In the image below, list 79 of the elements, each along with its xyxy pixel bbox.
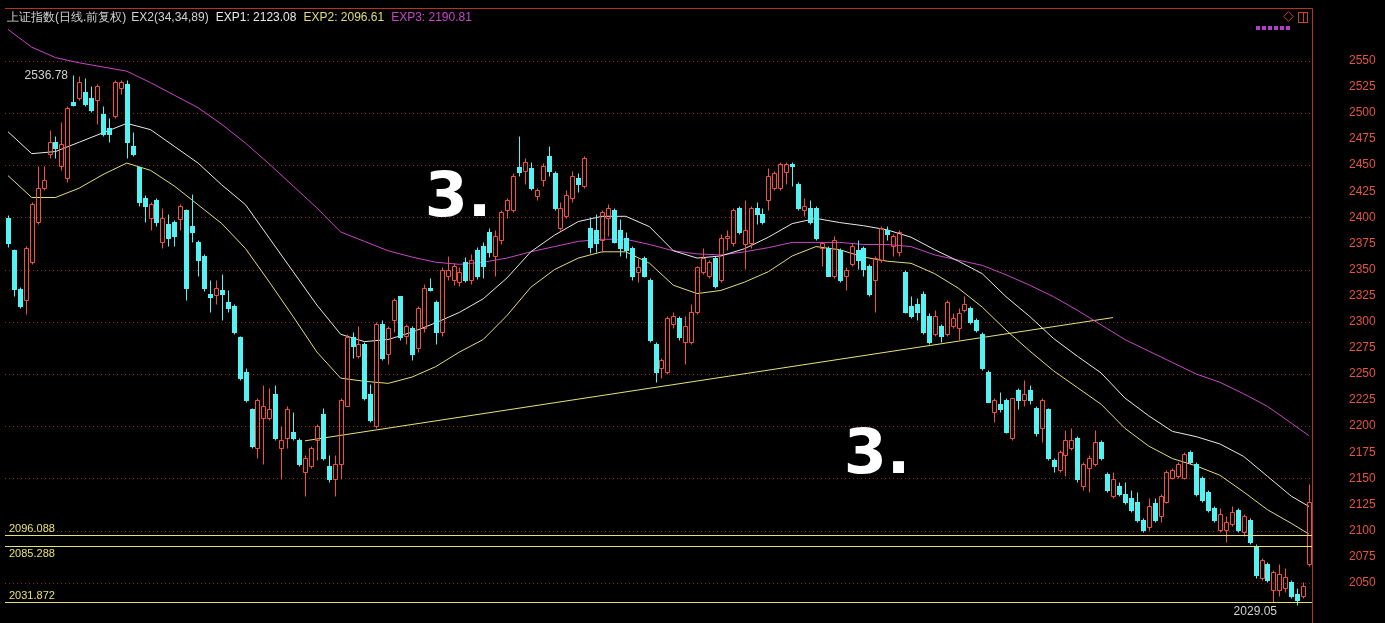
candlestick [392,298,397,333]
y-tick-label: 2175 [1349,444,1377,459]
candlestick [125,80,130,159]
chart-title: 上证指数(日线.前复权) [7,10,127,25]
candlestick [1307,484,1312,567]
candlestick [273,385,278,441]
candlestick [356,326,361,359]
candlestick [802,198,807,217]
ref-line-label: 2031.872 [9,589,55,602]
legend-title: EX2(34,34,89) [131,10,209,25]
candlestick [1147,498,1152,531]
y-tick-label: 2275 [1349,340,1377,355]
y-tick-label: 2350 [1349,261,1377,276]
candlestick [547,146,552,177]
candlestick [386,326,391,365]
candlestick [885,226,890,241]
y-tick-label: 2375 [1349,235,1377,250]
ref-line-label: 2096.088 [9,522,55,535]
candlestick [351,332,356,359]
candlestick [315,424,320,461]
candlestick [962,296,967,313]
candlestick [469,254,474,285]
text: EXP3: 2190.81 [391,10,473,25]
candlestick [790,162,795,187]
annotation: 3. [424,158,492,232]
y-tick-label: 2525 [1349,79,1377,94]
ref-line-label: 2085.288 [9,547,55,560]
candlestick [95,84,100,125]
candlestick [160,208,165,249]
y-tick-label: 2300 [1349,314,1377,329]
y-tick-label: 2250 [1349,366,1377,381]
annotation: 3. [843,415,911,489]
candlestick [992,398,997,423]
candlestick [844,267,849,291]
candlestick [178,204,183,231]
y-tick-label: 2200 [1349,418,1377,433]
y-tick-label: 2125 [1349,496,1377,511]
candlestick [1040,398,1045,443]
annotation: 2029.05 [1233,604,1278,619]
candlestick [71,75,76,106]
y-tick-label: 2425 [1349,183,1377,198]
candlestick [1016,388,1021,410]
y-tick-label: 2050 [1349,575,1377,590]
candlestick [291,412,296,441]
candlestick [820,243,825,267]
candlestick [131,132,136,157]
candlestick [398,296,403,341]
y-tick-label: 2450 [1349,157,1377,172]
candlestick [285,406,290,449]
y-tick-label: 2150 [1349,470,1377,485]
y-tick-label: 2225 [1349,392,1377,407]
y-tick-label: 2100 [1349,522,1377,537]
candlestick [576,173,581,193]
candlestick [1010,398,1015,441]
y-tick-label: 2325 [1349,287,1377,302]
y-tick-label: 2075 [1349,549,1377,564]
y-tick-label: 2475 [1349,131,1377,146]
candlestick [428,278,433,291]
candlestick [48,130,53,159]
y-tick-label: 2550 [1349,53,1377,68]
y-tick-label: 2400 [1349,209,1377,224]
candlestick [523,158,528,185]
annotation: 2536.78 [24,68,69,83]
candlestick [517,136,522,177]
text: EXP2: 2096.61 [303,10,385,25]
candlestick [434,300,439,345]
candlestick [1022,380,1027,407]
candlestick [327,455,332,483]
text: EXP1: 2123.08 [215,10,297,25]
candlestick [220,274,225,321]
candlestick [654,342,659,383]
candlestick [214,280,219,305]
candlestick [636,258,641,283]
candlestick [53,136,58,159]
y-tick-label: 2500 [1349,105,1377,120]
candlestick [149,202,154,231]
candlestick [279,426,284,480]
candlestick [208,280,213,313]
candlestick [404,324,409,345]
